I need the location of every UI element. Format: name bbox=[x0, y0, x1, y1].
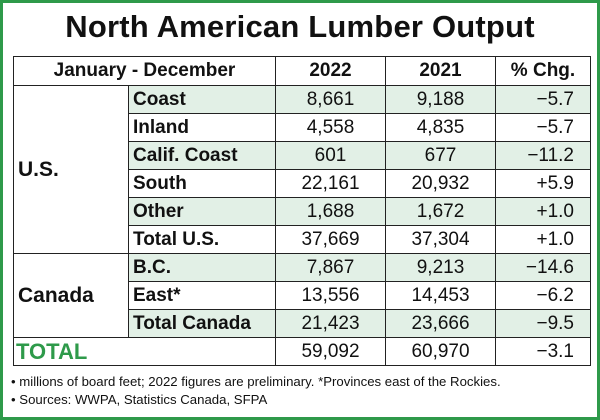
total-label: TOTAL bbox=[13, 337, 276, 366]
value-2022: 37,669 bbox=[275, 225, 386, 254]
pct-change: +1.0 bbox=[495, 225, 591, 254]
table-row: Canada B.C. 7,867 9,213 −14.6 bbox=[13, 253, 591, 338]
value-2022: 601 bbox=[275, 141, 386, 170]
pct-change: −5.7 bbox=[495, 85, 591, 114]
value-2021: 1,672 bbox=[385, 197, 496, 226]
year-2022-header: 2022 bbox=[275, 56, 386, 86]
header-row: January - December 2022 2021 % Chg. bbox=[13, 56, 591, 86]
value-2022: 13,556 bbox=[275, 281, 386, 310]
pct-change: −14.6 bbox=[495, 253, 591, 282]
table-row: Calif. Coast 601 677 −11.2 bbox=[14, 141, 591, 170]
value-2022: 22,161 bbox=[275, 169, 386, 198]
value-2022: 7,867 bbox=[275, 253, 386, 282]
table-row: Inland 4,558 4,835 −5.7 bbox=[14, 113, 591, 142]
pct-change: −11.2 bbox=[495, 141, 591, 170]
footnotes: • millions of board feet; 2022 figures a… bbox=[11, 373, 501, 409]
table-row-total: TOTAL 59,092 60,970 −3.1 bbox=[13, 337, 591, 366]
region-name: Total Canada bbox=[128, 309, 276, 338]
region-name: B.C. bbox=[128, 253, 276, 282]
footnote-sources: • Sources: WWPA, Statistics Canada, SFPA bbox=[11, 392, 268, 407]
value-2022: 21,423 bbox=[275, 309, 386, 338]
year-2021-header: 2021 bbox=[385, 56, 496, 86]
lumber-table: January - December 2022 2021 % Chg. U.S.… bbox=[13, 56, 591, 366]
value-2021: 9,188 bbox=[385, 85, 496, 114]
region-name: Inland bbox=[128, 113, 276, 142]
table-row: Other 1,688 1,672 +1.0 bbox=[14, 197, 591, 226]
value-2021: 37,304 bbox=[385, 225, 496, 254]
table-row: U.S. Coast 8,661 9,188 −5.7 bbox=[13, 85, 591, 254]
group-label-canada: Canada bbox=[13, 253, 129, 338]
value-2021: 677 bbox=[385, 141, 496, 170]
table-row-subtotal: Total U.S. 37,669 37,304 +1.0 bbox=[14, 225, 591, 254]
value-2021: 4,835 bbox=[385, 113, 496, 142]
pct-change: −5.7 bbox=[495, 113, 591, 142]
region-name: Total U.S. bbox=[128, 225, 276, 254]
table-title: North American Lumber Output bbox=[65, 9, 535, 44]
value-2022: 1,688 bbox=[275, 197, 386, 226]
value-2021: 14,453 bbox=[385, 281, 496, 310]
total-2021: 60,970 bbox=[385, 337, 496, 366]
pct-change: +1.0 bbox=[495, 197, 591, 226]
pct-change: −6.2 bbox=[495, 281, 591, 310]
region-name: Calif. Coast bbox=[128, 141, 276, 170]
total-pct-change: −3.1 bbox=[495, 337, 591, 366]
value-2022: 8,661 bbox=[275, 85, 386, 114]
value-2021: 23,666 bbox=[385, 309, 496, 338]
region-name: Coast bbox=[128, 85, 276, 114]
region-name: South bbox=[128, 169, 276, 198]
total-2022: 59,092 bbox=[275, 337, 386, 366]
region-name: East* bbox=[128, 281, 276, 310]
pct-change-header: % Chg. bbox=[495, 56, 591, 86]
table-row-subtotal: Total Canada 21,423 23,666 −9.5 bbox=[14, 309, 591, 338]
table-row: East* 13,556 14,453 −6.2 bbox=[14, 281, 591, 310]
value-2022: 4,558 bbox=[275, 113, 386, 142]
pct-change: +5.9 bbox=[495, 169, 591, 198]
table-row: South 22,161 20,932 +5.9 bbox=[14, 169, 591, 198]
period-header: January - December bbox=[13, 56, 276, 86]
region-name: Other bbox=[128, 197, 276, 226]
group-label-us: U.S. bbox=[13, 85, 129, 254]
pct-change: −9.5 bbox=[495, 309, 591, 338]
value-2021: 9,213 bbox=[385, 253, 496, 282]
value-2021: 20,932 bbox=[385, 169, 496, 198]
footnote-units: • millions of board feet; 2022 figures a… bbox=[11, 374, 501, 389]
